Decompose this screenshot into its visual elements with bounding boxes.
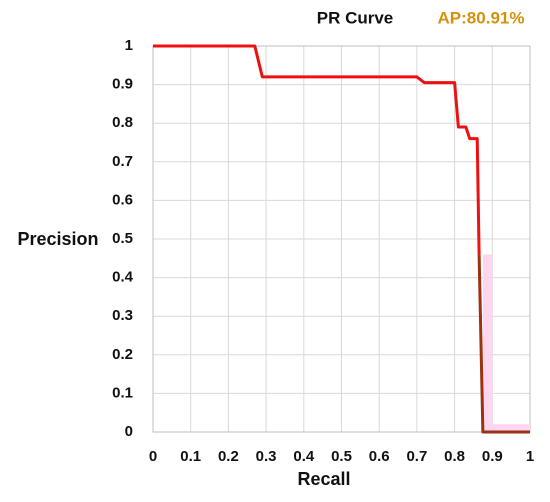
x-tick-label: 0	[149, 448, 157, 465]
y-tick-label: 0	[125, 423, 133, 440]
y-tick-label: 0.1	[112, 384, 133, 401]
pr-line	[477, 254, 530, 434]
x-tick-label: 1	[526, 448, 534, 465]
y-axis-label: Precision	[17, 229, 98, 249]
x-tick-label: 0.1	[180, 448, 201, 465]
x-tick-label: 0.3	[256, 448, 277, 465]
x-axis-label: Recall	[297, 469, 350, 489]
y-tick-label: 0.9	[112, 76, 133, 93]
x-tick-label: 0.2	[218, 448, 239, 465]
plot-frame	[152, 45, 531, 433]
x-tick-label: 0.5	[331, 448, 352, 465]
x-tick-label: 0.8	[444, 448, 465, 465]
y-tick-label: 0.5	[112, 230, 133, 247]
y-tick-label: 0.6	[112, 191, 133, 208]
x-tick-label: 0.7	[406, 448, 427, 465]
ap-annotation: AP:80.91%	[438, 8, 525, 27]
area	[482, 254, 530, 432]
x-tick-label: 0.6	[369, 448, 390, 465]
y-tick-label: 0.7	[112, 153, 133, 170]
y-tick-label: 0.4	[112, 269, 134, 286]
y-tick-label: 0.2	[112, 346, 133, 363]
pr-line	[153, 44, 481, 255]
y-tick-label: 1	[125, 37, 133, 54]
x-tick-label: 0.9	[482, 448, 503, 465]
y-tick-label: 0.3	[112, 307, 133, 324]
x-tick-label: 0.4	[293, 448, 315, 465]
y-tick-label: 0.8	[112, 114, 133, 131]
chart-title: PR Curve	[317, 8, 394, 27]
